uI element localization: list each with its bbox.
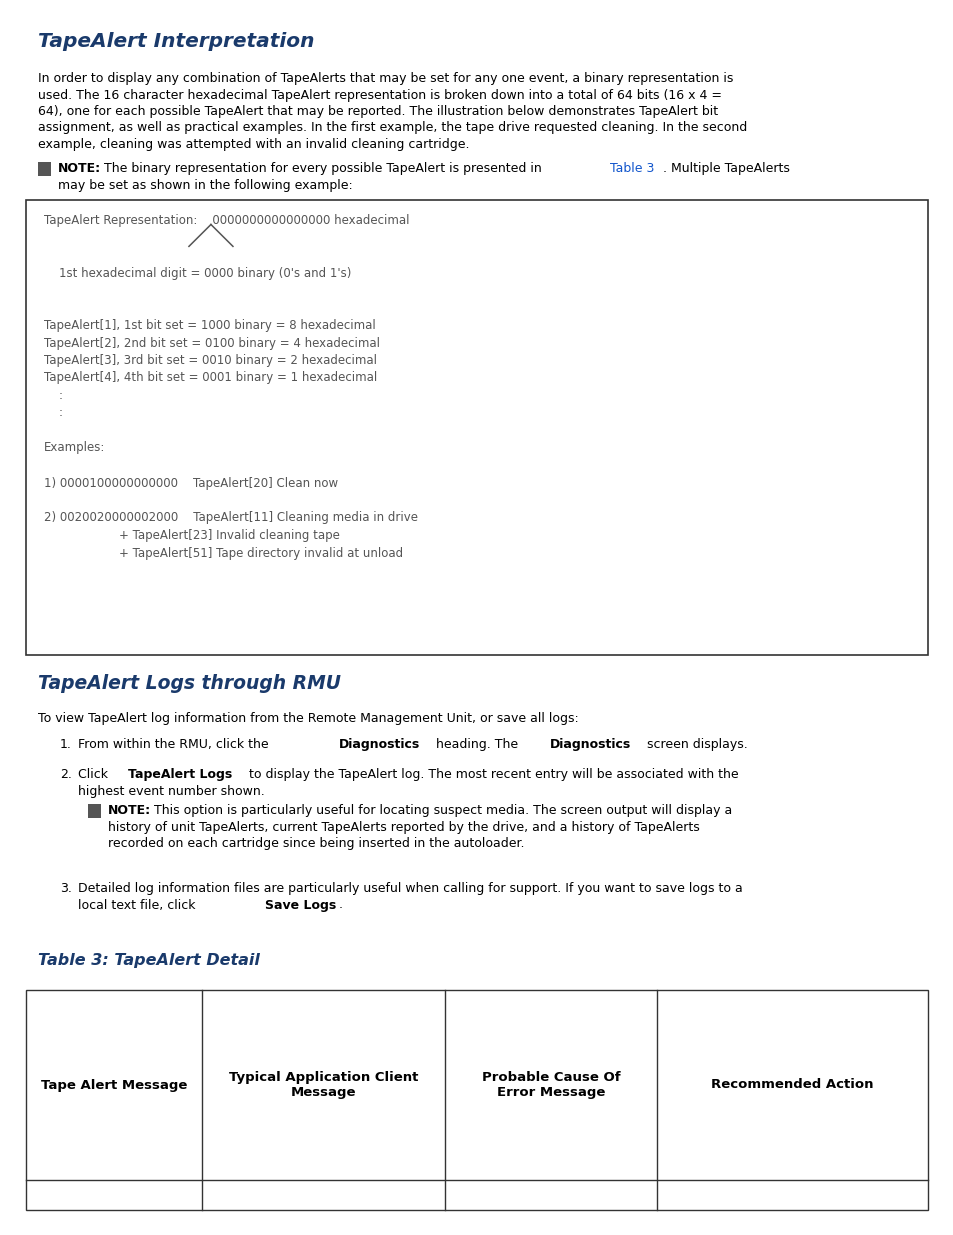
Text: TapeAlert Logs through RMU: TapeAlert Logs through RMU — [38, 674, 340, 693]
Text: . Multiple TapeAlerts: . Multiple TapeAlerts — [662, 162, 789, 175]
Text: TapeAlert[3], 3rd bit set = 0010 binary = 2 hexadecimal: TapeAlert[3], 3rd bit set = 0010 binary … — [44, 354, 376, 367]
Text: TapeAlert[1], 1st bit set = 1000 binary = 8 hexadecimal: TapeAlert[1], 1st bit set = 1000 binary … — [44, 319, 375, 332]
Text: Diagnostics: Diagnostics — [338, 739, 420, 751]
Text: NOTE:: NOTE: — [58, 162, 101, 175]
Text: Tape Alert Message: Tape Alert Message — [41, 1078, 187, 1092]
Text: TapeAlert Interpretation: TapeAlert Interpretation — [38, 32, 314, 51]
Text: Recommended Action: Recommended Action — [711, 1078, 873, 1092]
Text: Table 3: Table 3 — [609, 162, 654, 175]
Text: TapeAlert[4], 4th bit set = 0001 binary = 1 hexadecimal: TapeAlert[4], 4th bit set = 0001 binary … — [44, 372, 376, 384]
Bar — [26, 990, 927, 1210]
Text: history of unit TapeAlerts, current TapeAlerts reported by the drive, and a hist: history of unit TapeAlerts, current Tape… — [108, 820, 699, 834]
Text: screen displays.: screen displays. — [642, 739, 747, 751]
Text: Typical Application Client
Message: Typical Application Client Message — [229, 1071, 418, 1099]
Text: + TapeAlert[51] Tape directory invalid at unload: + TapeAlert[51] Tape directory invalid a… — [44, 547, 403, 559]
Text: Diagnostics: Diagnostics — [550, 739, 631, 751]
Text: recorded on each cartridge since being inserted in the autoloader.: recorded on each cartridge since being i… — [108, 837, 524, 850]
Text: Click: Click — [78, 768, 112, 781]
Text: From within the RMU, click the: From within the RMU, click the — [78, 739, 273, 751]
Text: may be set as shown in the following example:: may be set as shown in the following exa… — [58, 179, 353, 191]
Bar — [38, 162, 51, 177]
Text: heading. The: heading. The — [432, 739, 521, 751]
Text: 64), one for each possible TapeAlert that may be reported. The illustration belo: 64), one for each possible TapeAlert tha… — [38, 105, 718, 119]
Text: TapeAlert[2], 2nd bit set = 0100 binary = 4 hexadecimal: TapeAlert[2], 2nd bit set = 0100 binary … — [44, 336, 379, 350]
Bar — [26, 200, 927, 655]
Text: example, cleaning was attempted with an invalid cleaning cartridge.: example, cleaning was attempted with an … — [38, 138, 469, 151]
Text: local text file, click: local text file, click — [78, 899, 199, 911]
Text: The binary representation for every possible TapeAlert is presented in: The binary representation for every poss… — [100, 162, 545, 175]
Text: 1) 0000100000000000    TapeAlert[20] Clean now: 1) 0000100000000000 TapeAlert[20] Clean … — [44, 477, 337, 489]
Text: TapeAlert Representation:    0000000000000000 hexadecimal: TapeAlert Representation: 00000000000000… — [44, 214, 409, 227]
Text: Probable Cause Of
Error Message: Probable Cause Of Error Message — [481, 1071, 620, 1099]
Text: TapeAlert Logs: TapeAlert Logs — [128, 768, 232, 781]
Text: Detailed log information files are particularly useful when calling for support.: Detailed log information files are parti… — [78, 882, 742, 895]
Text: 1st hexadecimal digit = 0000 binary (0's and 1's): 1st hexadecimal digit = 0000 binary (0's… — [44, 267, 351, 279]
Text: Save Logs: Save Logs — [265, 899, 335, 911]
Text: In order to display any combination of TapeAlerts that may be set for any one ev: In order to display any combination of T… — [38, 72, 733, 85]
Text: NOTE:: NOTE: — [108, 804, 151, 818]
Text: assignment, as well as practical examples. In the first example, the tape drive : assignment, as well as practical example… — [38, 121, 746, 135]
Text: 2.: 2. — [60, 768, 71, 781]
Text: to display the TapeAlert log. The most recent entry will be associated with the: to display the TapeAlert log. The most r… — [245, 768, 738, 781]
Text: Examples:: Examples: — [44, 441, 105, 454]
Text: 2) 0020020000002000    TapeAlert[11] Cleaning media in drive: 2) 0020020000002000 TapeAlert[11] Cleani… — [44, 511, 417, 525]
Text: 3.: 3. — [60, 882, 71, 895]
Text: + TapeAlert[23] Invalid cleaning tape: + TapeAlert[23] Invalid cleaning tape — [44, 529, 339, 542]
Text: .: . — [338, 899, 343, 911]
Text: Table 3: TapeAlert Detail: Table 3: TapeAlert Detail — [38, 953, 259, 968]
Text: used. The 16 character hexadecimal TapeAlert representation is broken down into : used. The 16 character hexadecimal TapeA… — [38, 89, 721, 101]
Text: :: : — [44, 406, 63, 420]
Text: To view TapeAlert log information from the Remote Management Unit, or save all l: To view TapeAlert log information from t… — [38, 713, 578, 725]
Text: highest event number shown.: highest event number shown. — [78, 784, 265, 798]
Text: 1.: 1. — [60, 739, 71, 751]
Text: This option is particularly useful for locating suspect media. The screen output: This option is particularly useful for l… — [150, 804, 732, 818]
Text: :: : — [44, 389, 63, 403]
Bar — [88, 804, 101, 818]
